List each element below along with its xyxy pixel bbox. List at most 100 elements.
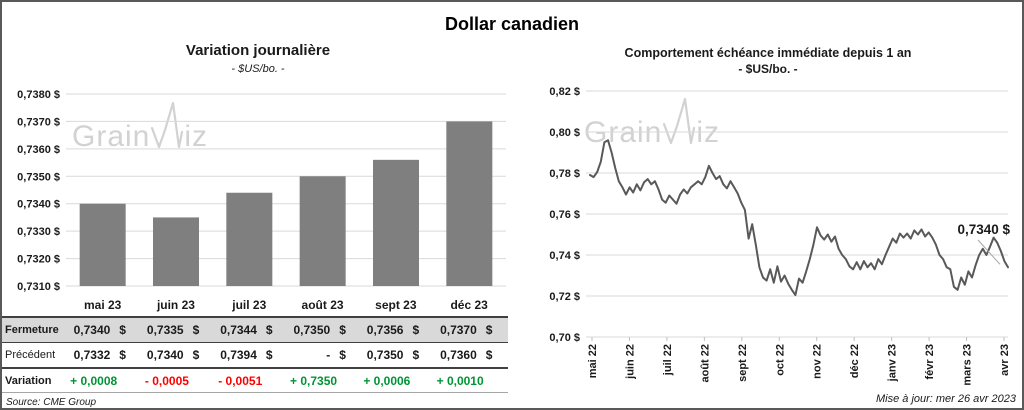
x-axis-label: juil 22 [662,344,674,376]
y-axis-label: 0,7320 $ [17,254,60,266]
y-axis-label: 0,78 $ [549,168,580,180]
x-axis-label: juin 22 [624,344,636,380]
cell-value: 0,7356 [366,323,404,337]
table-cell: 0,7350 $ [359,348,432,362]
table-header-row: mai 23 juin 23 juil 23 août 23 sept 23 déc 23 [2,294,508,316]
cell-currency: $ [119,348,126,362]
table-cell: 0,7394 $ [213,348,286,362]
y-axis-label: 0,80 $ [549,127,580,139]
x-axis-label: janv 23 [887,344,899,382]
x-axis-label: nov 22 [812,344,824,379]
table-cell: 0,7344 $ [213,323,286,337]
row-label: Précédent [5,349,56,361]
table-cell: 0,7356 $ [359,323,432,337]
price-line [589,139,1009,296]
cell-currency: $ [339,348,346,362]
x-axis-label: mai 22 [587,344,599,378]
cell-value: 0,7340 [146,348,184,362]
page-title: Dollar canadien [444,14,580,34]
one-year-line-chart: 0,82 $ 0,80 $ 0,78 $ 0,76 $ 0,74 $ 0,72 $ 0,70… [549,86,1011,386]
cell-currency: $ [119,323,126,337]
bar-0 [79,203,126,286]
table-cell: + 0,0006 [363,373,411,388]
x-axis-label: sept 22 [737,344,749,382]
y-axis-label: 0,7360 $ [17,144,60,156]
y-axis-label: 0,7340 $ [17,199,60,211]
x-axis-label: févr 23 [924,344,936,379]
daily-variation-bar-chart: 0,7380 $ 0,7370 $ 0,7360 $ 0,7350 $ 0,7340 $… [17,89,506,293]
last-value-label: 0,7340 $ [957,222,1010,237]
column-header: déc 23 [450,298,488,312]
cell-value: 0,7394 [220,348,257,362]
y-axis-label: 0,7370 $ [17,116,60,128]
table-cell: 0,7332 $ [66,348,139,362]
table-row-precedent: Précédent 0,7332 $0,7340 $0,7394 $ - $0,7350 $0… [2,343,508,369]
cell-value: 0,7335 [146,323,184,337]
price-table: mai 23 juin 23 juil 23 août 23 sept 23 déc 23… [2,294,508,408]
bar-4 [373,159,419,286]
y-axis-label: 0,7330 $ [17,226,60,238]
cell-currency: $ [265,323,273,337]
cell-value: 0,7344 [220,323,257,337]
table-cell: - $ [286,348,359,362]
table-cell: 0,7340 $ [66,323,139,337]
cell-currency: $ [192,323,200,337]
line-chart-subtitle: - $US/bo. - [738,62,798,76]
x-axis-label: déc 22 [849,344,861,378]
column-header: août 23 [301,298,344,312]
cell-value: 0,7370 [440,323,477,337]
update-date-label: Mise à jour: mer 26 avr 2023 [875,393,1016,405]
cell-currency: $ [485,348,493,362]
table-cell: + 0,0008 [70,373,118,388]
cell-currency: $ [412,348,420,362]
table-cell: 0,7360 $ [432,348,505,362]
cell-currency: $ [485,323,493,337]
table-cell: - 0,0051 [218,373,263,388]
column-header: mai 23 [83,298,122,312]
row-label: Variation [5,374,52,387]
table-row-variation: Variation + 0,0008 - 0,0005 - 0,0051 + 0,735… [2,369,508,393]
annotation-leader-line [977,239,1001,265]
cell-value: - [326,348,331,362]
table-cell: - 0,0005 [144,373,189,388]
bar-5 [446,121,493,286]
cell-value: 0,7350 [366,348,404,362]
line-chart-title: Comportement échéance immédiate depuis 1… [624,46,912,60]
bar-chart-subtitle: - $US/bo. - [231,63,285,75]
y-axis-label: 0,70 $ [549,332,580,344]
table-cell: 0,7335 $ [139,323,212,337]
y-axis-label: 0,72 $ [549,291,580,303]
table-cell: 0,7340 $ [139,348,212,362]
cell-value: 0,7332 [73,348,111,362]
cell-currency: $ [192,348,200,362]
bar-chart-title: Variation journalière [185,42,331,59]
column-header: sept 23 [375,298,417,312]
y-axis-label: 0,7380 $ [17,89,60,101]
one-year-behavior-panel: Comportement échéance immédiate depuis 1… [514,2,1022,408]
x-axis-label: mars 23 [962,344,974,386]
bar-2 [226,192,273,286]
cell-value: 0,7350 [293,323,331,337]
cell-value: 0,7340 [73,323,111,337]
table-cell: 0,7350 $ [286,323,359,337]
table-cell: + 0,0010 [436,373,484,388]
y-axis-label: 0,7350 $ [17,171,60,183]
cell-value: 0,7360 [440,348,477,362]
daily-variation-panel: Variation journalière - $US/bo. - Grain … [2,2,514,408]
column-header: juin 23 [156,298,195,312]
table-cell: + 0,7350 [290,373,338,388]
table-cell: 0,7370 $ [432,323,505,337]
y-axis-label: 0,7310 $ [17,281,60,293]
bar-1 [153,217,199,286]
x-axis-label: avr 23 [999,344,1011,376]
column-header: juil 23 [232,298,267,312]
row-label: Fermeture [5,324,59,336]
bar-3 [299,176,346,286]
table-row-fermeture: Fermeture 0,7340 $0,7335 $0,7344 $0,7350 $0,7… [2,316,508,343]
x-axis-label: oct 22 [774,344,786,376]
y-axis-label: 0,76 $ [549,209,580,221]
y-axis-label: 0,82 $ [549,86,580,98]
cell-currency: $ [265,348,273,362]
cell-currency: $ [412,323,420,337]
